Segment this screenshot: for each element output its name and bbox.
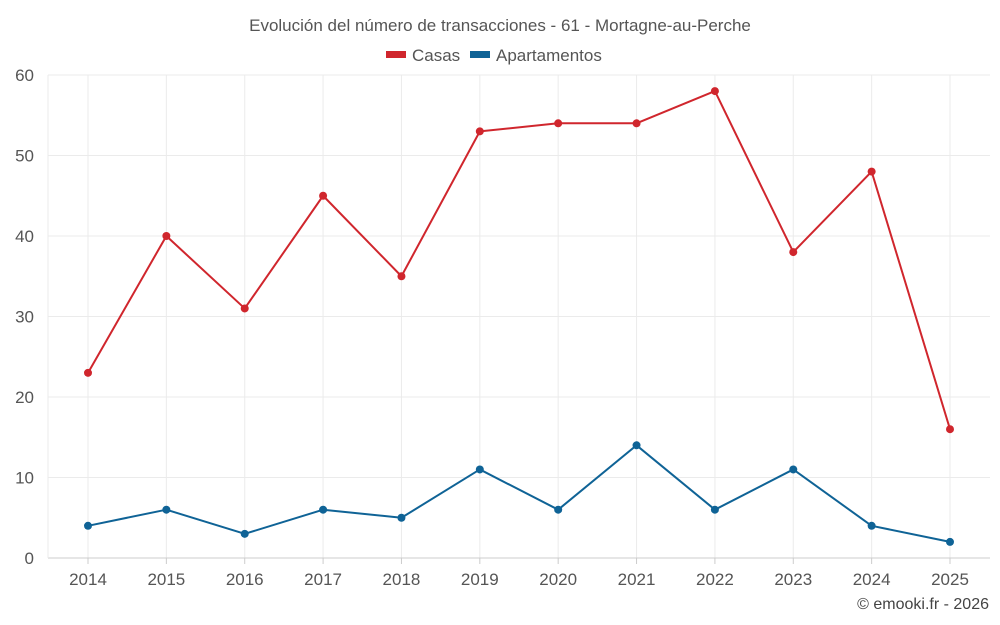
data-point-casas[interactable] <box>554 119 563 128</box>
data-point-casas[interactable] <box>84 368 92 377</box>
data-point-apartamentos[interactable] <box>162 505 171 514</box>
data-point-casas[interactable] <box>240 304 249 313</box>
data-point-casas[interactable] <box>789 248 798 257</box>
data-point-casas[interactable] <box>632 119 641 128</box>
y-tick-label: 10 <box>15 469 34 488</box>
legend: Casas Apartamentos <box>386 46 602 65</box>
legend-swatch-casas <box>386 51 406 58</box>
data-point-apartamentos[interactable] <box>710 505 719 514</box>
series-apartamentos <box>84 441 954 546</box>
x-tick-label: 2016 <box>226 570 264 589</box>
y-tick-label: 60 <box>15 66 34 85</box>
legend-item-apartamentos[interactable]: Apartamentos <box>470 46 602 65</box>
legend-swatch-apartamentos <box>470 51 490 58</box>
data-point-apartamentos[interactable] <box>319 505 328 514</box>
data-point-casas[interactable] <box>946 425 954 434</box>
data-point-apartamentos[interactable] <box>397 513 406 522</box>
data-point-apartamentos[interactable] <box>789 465 798 474</box>
x-tick-label: 2014 <box>69 570 107 589</box>
y-tick-label: 50 <box>15 147 34 166</box>
data-point-apartamentos[interactable] <box>240 529 249 538</box>
x-tick-label: 2022 <box>696 570 734 589</box>
chart-title: Evolución del número de transacciones - … <box>249 16 751 35</box>
y-tick-label: 40 <box>15 227 34 246</box>
series-line-casas <box>87 90 951 430</box>
x-tick-label: 2017 <box>304 570 342 589</box>
series <box>84 87 954 546</box>
x-tick-label: 2020 <box>539 570 577 589</box>
gridlines <box>48 74 990 558</box>
data-point-apartamentos[interactable] <box>867 521 876 530</box>
series-line-apartamentos <box>87 444 951 543</box>
y-tick-label: 0 <box>25 549 34 568</box>
data-point-casas[interactable] <box>867 167 876 176</box>
data-point-apartamentos[interactable] <box>946 537 954 546</box>
x-tick-label: 2023 <box>774 570 812 589</box>
x-tick-label: 2024 <box>853 570 891 589</box>
data-point-apartamentos[interactable] <box>632 441 641 450</box>
data-point-apartamentos[interactable] <box>554 505 563 514</box>
legend-label-casas: Casas <box>412 46 460 65</box>
data-point-casas[interactable] <box>319 191 328 200</box>
data-point-casas[interactable] <box>475 127 484 136</box>
legend-label-apartamentos: Apartamentos <box>496 46 602 65</box>
legend-item-casas[interactable]: Casas <box>386 46 460 65</box>
y-axis-ticks: 0 10 20 30 40 50 60 <box>15 66 34 568</box>
series-casas <box>84 87 954 434</box>
y-tick-label: 30 <box>15 308 34 327</box>
data-point-casas[interactable] <box>162 232 171 240</box>
axes <box>47 75 990 564</box>
x-tick-label: 2015 <box>147 570 185 589</box>
data-point-casas[interactable] <box>397 272 406 281</box>
data-point-apartamentos[interactable] <box>475 465 484 474</box>
x-tick-label: 2018 <box>383 570 421 589</box>
data-point-casas[interactable] <box>710 87 719 96</box>
data-point-apartamentos[interactable] <box>84 521 92 530</box>
y-tick-label: 20 <box>15 388 34 407</box>
x-tick-label: 2019 <box>461 570 499 589</box>
x-tick-label: 2025 <box>931 570 969 589</box>
x-tick-label: 2021 <box>618 570 656 589</box>
x-axis-ticks: 2014 2015 2016 2017 2018 2019 2020 2021 2022 2023… <box>69 570 969 589</box>
credit-text: © emooki.fr - 2026 <box>857 596 989 613</box>
